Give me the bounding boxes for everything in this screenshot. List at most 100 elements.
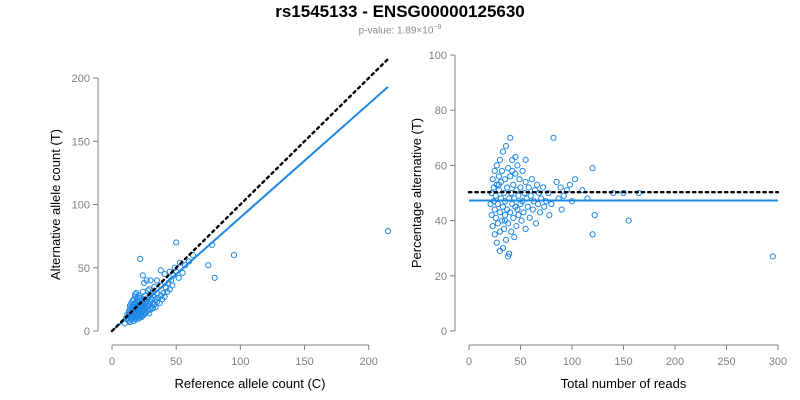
data-point	[162, 284, 170, 292]
data-point	[529, 206, 536, 213]
figure-subtitle: p-value: 1.89×10−9	[0, 24, 800, 36]
y-tick-label: 50	[78, 263, 90, 275]
y-tick-label: 40	[435, 216, 447, 228]
data-point	[173, 239, 180, 246]
data-point	[160, 289, 167, 297]
data-point	[147, 277, 154, 284]
data-point	[153, 277, 161, 284]
data-point	[496, 156, 503, 163]
data-point	[205, 262, 212, 269]
data-point	[499, 148, 507, 155]
data-point	[491, 167, 498, 175]
data-point	[496, 209, 503, 216]
data-point	[557, 184, 564, 191]
y-axis-label: Percentage alternative (T)	[409, 118, 424, 268]
data-point	[546, 211, 553, 219]
data-point	[550, 134, 557, 141]
data-point	[515, 211, 522, 219]
data-point	[501, 211, 509, 219]
y-tick-label: 100	[429, 50, 447, 62]
data-point	[769, 253, 776, 260]
x-tick-label: 100	[231, 356, 249, 368]
data-point	[504, 184, 511, 191]
data-point	[489, 176, 496, 183]
data-point	[589, 231, 596, 238]
data-point	[591, 211, 598, 219]
data-point	[540, 184, 547, 191]
y-tick-label: 200	[72, 73, 90, 85]
data-point	[161, 293, 168, 300]
data-point	[522, 156, 529, 163]
data-point	[505, 253, 512, 260]
data-point	[498, 217, 506, 224]
data-point	[505, 165, 512, 172]
x-tick-label: 200	[666, 356, 684, 368]
data-point	[493, 162, 500, 169]
data-point	[507, 134, 514, 141]
y-tick-label: 0	[84, 326, 90, 338]
data-point	[132, 291, 139, 298]
data-point	[510, 214, 517, 221]
data-point	[501, 176, 509, 183]
left-plot: 0 50 100 150 200 0 50 100 150 200 Reference allele…	[48, 57, 392, 391]
data-point	[620, 189, 627, 197]
data-point	[522, 178, 529, 186]
reference-line	[110, 57, 390, 333]
data-point	[514, 162, 521, 169]
data-point	[508, 228, 515, 235]
x-tick-label: 250	[717, 356, 735, 368]
data-point	[533, 181, 541, 188]
x-axis-label: Reference allele count (C)	[174, 376, 325, 391]
x-tick-label: 100	[563, 356, 581, 368]
data-point	[491, 231, 498, 238]
data-point	[520, 209, 527, 216]
data-point	[625, 217, 632, 224]
data-point	[488, 211, 495, 219]
y-tick-label: 80	[435, 105, 447, 117]
data-point	[494, 220, 501, 227]
y-axis-label: Alternative allele count (T)	[48, 129, 63, 280]
data-point	[499, 203, 507, 210]
data-point	[522, 225, 529, 232]
y-tick-label: 60	[435, 160, 447, 172]
data-point	[513, 223, 520, 230]
data-point	[548, 200, 555, 208]
fit-line	[111, 86, 389, 332]
x-tick-label: 300	[769, 356, 787, 368]
data-point	[541, 203, 548, 210]
data-point	[566, 181, 574, 188]
figure-title: rs1545133 - ENSG00000125630	[275, 2, 525, 21]
data-point	[494, 200, 501, 208]
data-point	[507, 209, 514, 216]
data-point	[157, 267, 164, 274]
right-plot: 0 50 100 150 200 250 300 0 20 40 60 80 100 Total numb…	[409, 50, 787, 391]
subtitle-text: p-value: 1.89×10	[358, 25, 434, 37]
data-point	[496, 247, 503, 255]
data-point	[571, 176, 579, 183]
data-point	[525, 184, 532, 191]
data-point	[491, 206, 498, 213]
data-point	[495, 173, 502, 180]
data-point	[502, 236, 510, 244]
data-point	[511, 234, 518, 241]
y-tick-label: 150	[72, 136, 90, 148]
data-point	[137, 255, 144, 262]
data-point	[553, 178, 560, 186]
x-tick-label: 150	[614, 356, 632, 368]
data-point	[493, 181, 500, 188]
data-point	[489, 223, 496, 230]
data-point	[495, 181, 502, 188]
data-point	[526, 214, 533, 221]
data-point	[536, 209, 544, 216]
y-tick-label: 20	[435, 271, 447, 283]
data-point	[169, 282, 176, 289]
data-point	[512, 154, 519, 161]
data-point	[500, 225, 508, 232]
data-point	[498, 167, 506, 175]
data-point	[515, 192, 522, 199]
data-point	[493, 239, 500, 246]
data-point	[143, 277, 150, 284]
data-point	[175, 274, 182, 281]
data-point	[510, 181, 517, 188]
data-point	[532, 220, 540, 227]
